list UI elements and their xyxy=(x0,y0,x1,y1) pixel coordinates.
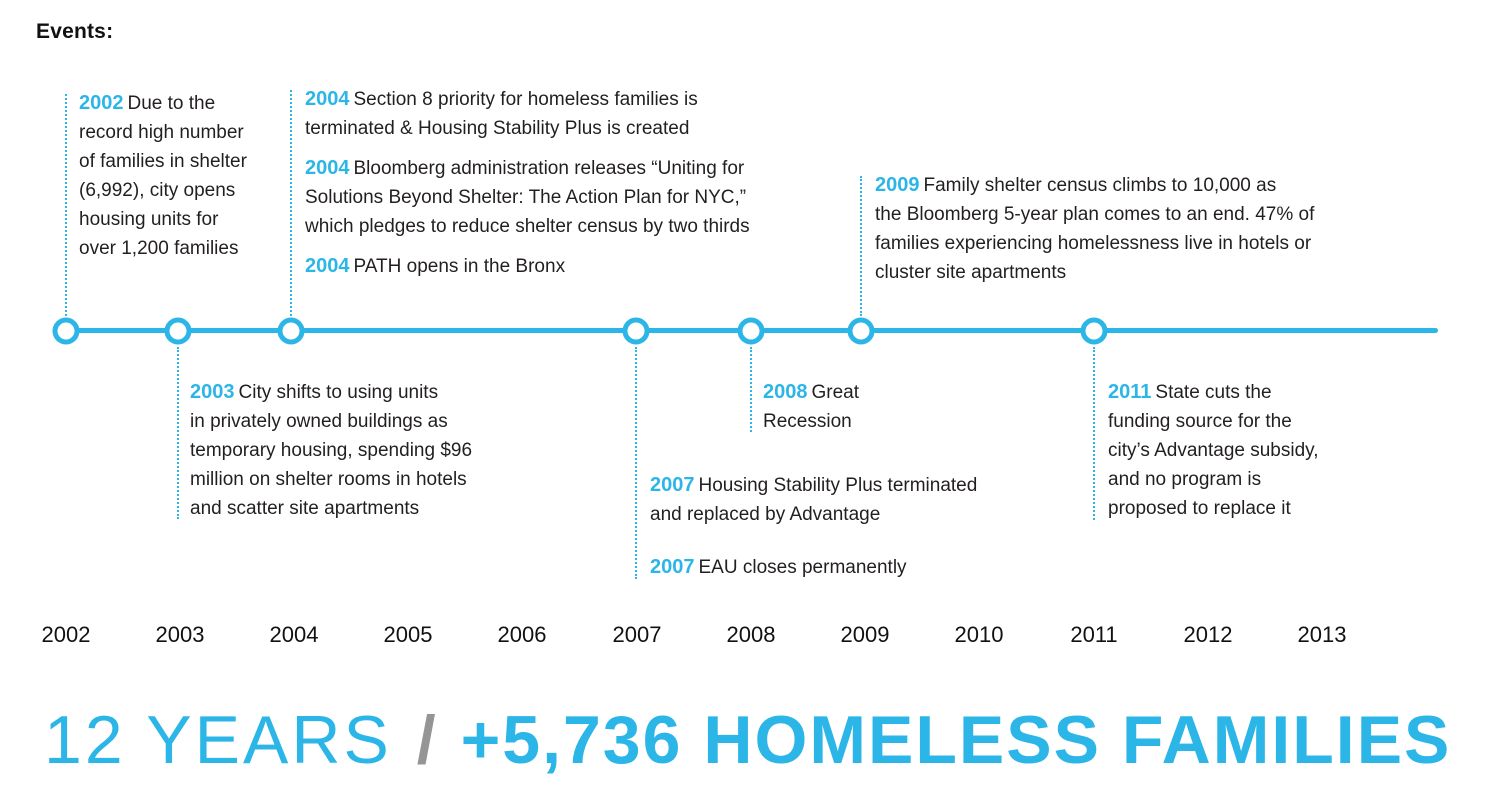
event-2011: 2011 State cuts the funding source for th… xyxy=(1108,381,1319,519)
event-year: 2008 xyxy=(763,381,808,403)
headline-years: 12 YEARS xyxy=(44,702,392,778)
connector-2009 xyxy=(860,176,862,316)
event-group-2007: 2007 Housing Stability Plus terminated an… xyxy=(650,471,977,582)
axis-year-label: 2003 xyxy=(155,622,205,647)
axis-year-label: 2004 xyxy=(269,622,319,647)
connector-2008 xyxy=(750,347,752,432)
connector-2003 xyxy=(177,347,179,519)
connector-2007 xyxy=(635,347,637,579)
headline-slash: / xyxy=(416,702,436,778)
axis-year-label: 2008 xyxy=(726,622,776,647)
event-year: 2011 xyxy=(1108,381,1152,403)
axis-year-label: 2005 xyxy=(383,622,433,647)
events-heading: Events: xyxy=(36,20,114,43)
event-year: 2004 xyxy=(305,157,350,179)
timeline-node-2008 xyxy=(737,317,765,345)
event-2004-section8: 2004 Section 8 priority for homeless fami… xyxy=(305,88,698,139)
axis-year-label: 2007 xyxy=(612,622,662,647)
timeline-node-2002 xyxy=(52,317,80,345)
event-2008: 2008 Great Recession xyxy=(763,381,860,432)
timeline-node-2011 xyxy=(1080,317,1108,345)
connector-2004 xyxy=(290,90,292,316)
axis-year-label: 2010 xyxy=(954,622,1004,647)
axis-year-label: 2009 xyxy=(840,622,890,647)
connector-2011 xyxy=(1093,347,1095,520)
event-year: 2007 xyxy=(650,474,695,496)
headline: 12 YEARS / +5,736 HOMELESS FAMILIES xyxy=(44,700,1451,780)
event-year: 2004 xyxy=(305,255,350,277)
axis-year-label: 2002 xyxy=(41,622,91,647)
timeline-node-2003 xyxy=(164,317,192,345)
axis-year-label: 2012 xyxy=(1183,622,1233,647)
event-year: 2009 xyxy=(875,174,920,196)
timeline-node-2009 xyxy=(847,317,875,345)
event-2004-bloomberg-plan: 2004 Bloomberg administration releases “U… xyxy=(305,157,750,237)
axis-year-label: 2013 xyxy=(1297,622,1347,647)
timeline-node-2004 xyxy=(277,317,305,345)
timeline-node-2007 xyxy=(622,317,650,345)
event-2004-path: 2004 PATH opens in the Bronx xyxy=(305,255,566,277)
event-year: 2002 xyxy=(79,92,124,114)
event-2009: 2009 Family shelter census climbs to 10,0… xyxy=(875,174,1315,283)
headline-families: +5,736 HOMELESS FAMILIES xyxy=(460,702,1452,778)
axis-year-label: 2011 xyxy=(1070,622,1118,647)
event-2002: 2002 Due to the record high number of fam… xyxy=(79,92,247,259)
event-2003: 2003 City shifts to using units in privat… xyxy=(190,381,473,519)
event-year: 2003 xyxy=(190,381,235,403)
event-year: 2007 xyxy=(650,556,695,578)
axis-year-label: 2006 xyxy=(497,622,547,647)
event-group-2004: 2004 Section 8 priority for homeless fami… xyxy=(305,85,750,281)
event-year: 2004 xyxy=(305,88,350,110)
event-2007-eau: 2007 EAU closes permanently xyxy=(650,556,907,578)
event-2007-advantage: 2007 Housing Stability Plus terminated an… xyxy=(650,474,978,525)
connector-2002 xyxy=(65,94,67,316)
